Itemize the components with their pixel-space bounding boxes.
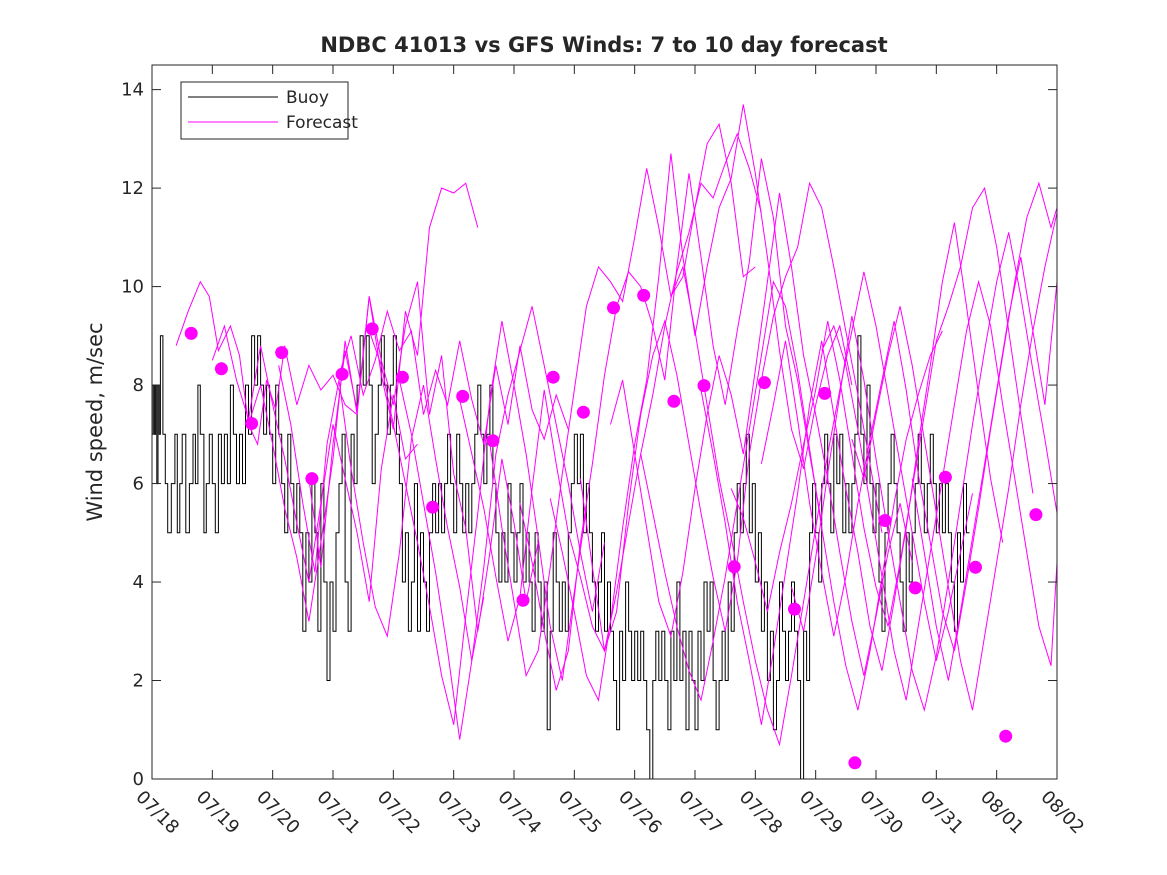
forecast-series-line-8 [398,306,605,740]
legend-box [180,81,349,140]
forecast-point [275,346,289,360]
forecast-point [335,367,349,381]
forecast-series-line-4 [278,365,485,661]
axes-box [151,64,1058,780]
forecast-point [848,756,862,770]
forecast-series-line-16 [670,265,973,747]
y-tick-label: 4 [133,572,144,593]
forecast-point [546,370,560,384]
forecast-point [788,602,801,616]
forecast-point [667,394,681,408]
forecast-point [878,514,892,527]
forecast-series-line-18 [730,186,1034,627]
forecast-series-line-20 [791,232,1058,713]
forecast-point [637,288,651,302]
forecast-point [305,472,319,486]
forecast-point [184,326,198,340]
y-tick-label: 12 [121,178,144,199]
forecast-point [516,593,530,607]
forecast-point [818,386,832,400]
forecast-series-line-23 [911,256,1058,681]
forecast-series-line-22 [851,212,1058,711]
forecast-series-line-5 [308,281,539,632]
forecast-point [365,322,379,336]
forecast-point [908,581,922,595]
forecast-point [607,301,620,315]
forecast-series-line-1 [175,280,358,446]
forecast-point [969,560,982,574]
y-axis-label: Wind speed, m/sec [83,322,107,521]
y-tick-label: 2 [133,671,144,692]
forecast-point [576,405,590,419]
chart-title: NDBC 41013 vs GFS Winds: 7 to 10 day for… [320,33,887,57]
forecast-point [697,379,711,393]
forecast-point [999,729,1013,743]
buoy-series-line [152,335,970,780]
y-tick-label: 0 [133,769,144,790]
forecast-series-line-15 [640,280,943,711]
forecast-series-line-2 [211,324,418,602]
legend: Buoy Forecast [180,81,358,140]
y-tick-label: 6 [133,474,144,495]
forecast-point [727,560,741,574]
y-tick-label: 8 [133,375,144,396]
forecast-series-line-11 [519,158,823,691]
forecast-point [486,434,500,448]
forecast-series-line-17 [700,222,1004,725]
forecast-point [395,370,409,384]
forecast-point [426,500,440,514]
forecast-point [214,362,228,376]
legend-buoy-label: Buoy [286,88,329,108]
forecast-series-line-10 [489,122,756,678]
forecast-point [757,376,771,390]
y-tick-label: 10 [121,277,144,298]
forecast-series-line-13 [579,181,883,652]
series-layer [152,104,1058,780]
forecast-series-line-14 [610,192,913,676]
y-tick-label: 14 [121,80,144,101]
forecast-point [245,417,259,430]
forecast-series-line-6 [338,309,569,445]
forecast-point [938,470,952,484]
legend-forecast-label: Forecast [286,113,358,133]
forecast-series-line-7 [368,321,587,725]
forecast-point [456,389,470,403]
forecast-point [1029,508,1043,522]
